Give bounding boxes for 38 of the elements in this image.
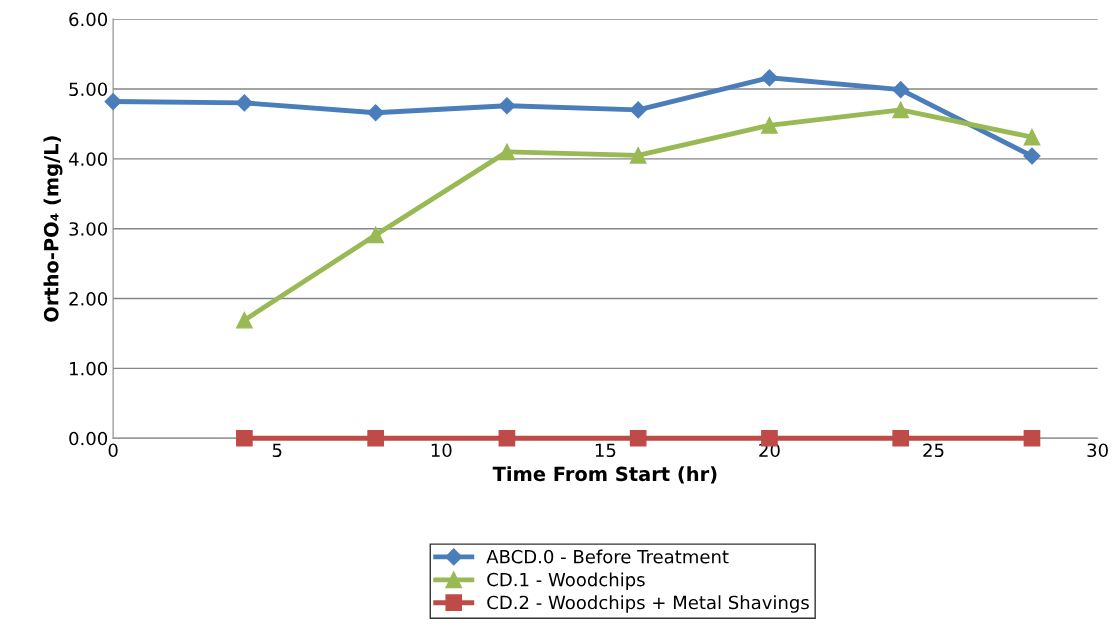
y-tick-label: 1.00 [70,361,108,376]
point [498,97,516,115]
y-axis-title: Ortho-PO₄ (mg/L) [43,136,63,322]
legend-label: CD.2 - Woodchips + Metal Shavings [487,595,809,613]
point [236,311,253,329]
point [367,104,385,122]
x-axis-title: Time From Start (hr) [492,466,717,484]
legend-label: CD.1 - Woodchips [487,572,645,590]
y-tick-label: 5.00 [69,82,108,97]
point [498,429,516,447]
point [1023,128,1041,146]
point [236,429,253,447]
point [629,146,647,164]
point [498,143,516,161]
x-tick-label: 25 [923,443,944,458]
y-tick-label: 2.00 [69,292,108,306]
point [760,69,778,87]
y-tick-label: 6.00 [69,12,108,27]
point [1023,429,1041,447]
point [892,101,910,119]
point [1023,147,1041,165]
point [367,429,384,447]
x-tick-label: 15 [595,443,616,458]
y-tick-label: 4.00 [68,152,108,166]
x-tick-label: 30 [1087,443,1108,458]
point [892,429,910,447]
point [892,81,910,99]
y-tick-label: 0.00 [69,431,108,446]
legend-label: ABCD.0 - Before Treatment [486,549,729,564]
point [367,226,384,244]
y-tick-label: 3.00 [69,222,108,236]
point [761,116,778,134]
x-tick-label: 0 [108,443,118,458]
point [629,429,647,447]
x-tick-label: 5 [272,443,282,458]
x-tick-label: 10 [431,443,452,458]
point [629,101,647,119]
point [235,94,253,112]
